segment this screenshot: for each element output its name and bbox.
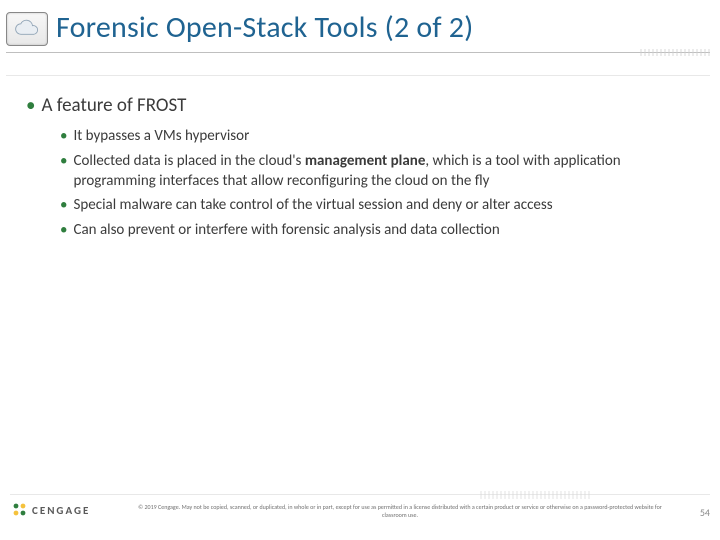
bullet-marker: • [60, 127, 67, 147]
text-run: Collected data is placed in the cloud's [73, 152, 304, 170]
title-row: Forensic Open-Stack Tools (2 of 2) [0, 0, 720, 46]
title-underline [6, 52, 710, 53]
text-run-bold: management plane [305, 152, 426, 170]
cloud-icon [6, 12, 48, 46]
slide-title: Forensic Open-Stack Tools (2 of 2) [56, 9, 473, 46]
bullet-level1: • A feature of FROST [26, 94, 694, 117]
brand-mark-icon [12, 502, 28, 518]
slide: Forensic Open-Stack Tools (2 of 2) • A fe… [0, 0, 720, 540]
bullet-level2: • It bypasses a VMs hypervisor [60, 127, 694, 147]
bullet-level2: • Collected data is placed in the cloud'… [60, 152, 694, 192]
bullet-marker: • [60, 196, 67, 216]
body-content: • A feature of FROST • It bypasses a VMs … [0, 76, 720, 241]
brand-name: CENGAGE [32, 504, 90, 517]
bullet-level2: • Special malware can take control of th… [60, 196, 694, 216]
bullet-level1-text: A feature of FROST [41, 94, 186, 117]
bullet-level2-text: Special malware can take control of the … [73, 196, 694, 216]
bullet-level2-list: • It bypasses a VMs hypervisor • Collect… [26, 127, 694, 241]
bullet-level2-text: Collected data is placed in the cloud's … [73, 152, 694, 192]
bullet-level2-text: Can also prevent or interfere with foren… [73, 221, 694, 241]
bullet-level2: • Can also prevent or interfere with for… [60, 221, 694, 241]
bullet-marker: • [60, 221, 67, 241]
footer-divider [10, 494, 710, 495]
page-number: 54 [700, 506, 710, 519]
footer: CENGAGE © 2019 Cengage. May not be copie… [0, 494, 720, 540]
bullet-marker: • [26, 94, 35, 117]
copyright-text: © 2019 Cengage. May not be copied, scann… [130, 504, 670, 519]
bullet-level2-text: It bypasses a VMs hypervisor [73, 127, 694, 147]
bullet-marker: • [60, 152, 67, 192]
brand-logo: CENGAGE [12, 502, 90, 518]
